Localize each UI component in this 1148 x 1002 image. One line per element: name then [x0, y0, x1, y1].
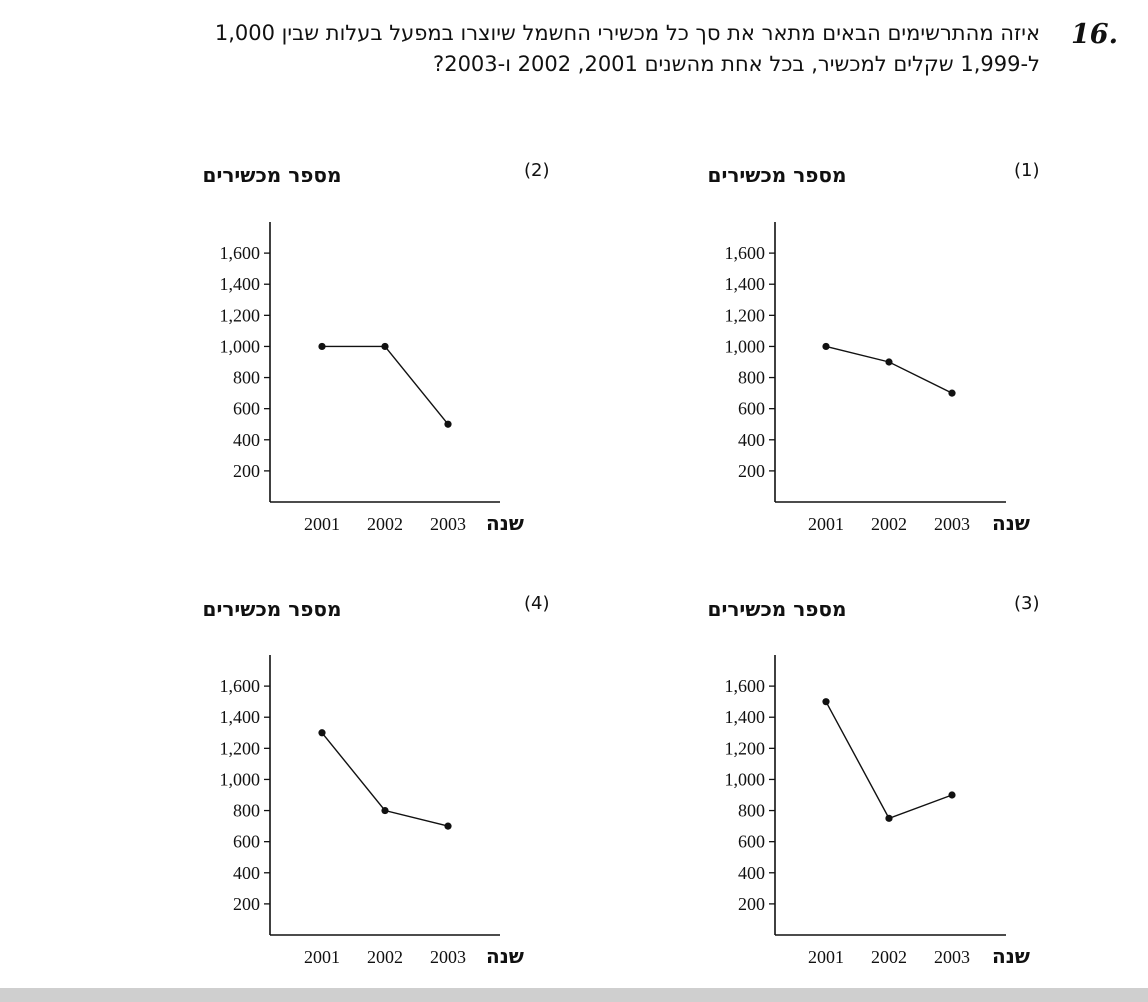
x-tick-label: 2003	[430, 947, 466, 967]
data-point	[948, 389, 956, 397]
y-tick-label: 1,600	[725, 676, 766, 696]
y-tick-label: 400	[738, 430, 765, 450]
panel-1-y-title: מספר מכשירים	[707, 163, 847, 187]
x-tick-label: 2001	[808, 514, 844, 534]
y-tick-label: 400	[233, 430, 260, 450]
data-point	[318, 342, 326, 351]
y-tick-label: 800	[233, 801, 260, 821]
y-tick-label: 400	[233, 863, 260, 883]
panel-4-label: (4)	[524, 593, 550, 614]
panel-3-label: (3)	[1014, 593, 1040, 614]
x-tick-label: 2003	[934, 947, 970, 967]
y-tick-label: 1,400	[220, 274, 261, 294]
y-tick-label: 200	[738, 461, 765, 481]
y-tick-label: 1,000	[725, 769, 766, 789]
data-point	[318, 729, 326, 737]
y-tick-label: 1,000	[220, 769, 261, 789]
y-tick-label: 1,200	[725, 305, 766, 325]
data-point	[948, 791, 956, 799]
panel-1-label: (1)	[1014, 160, 1040, 181]
y-tick-label: 1,400	[220, 707, 261, 727]
y-tick-label: 1,600	[220, 243, 261, 263]
data-point	[444, 420, 452, 428]
x-tick-label: 2001	[808, 947, 844, 967]
y-tick-label: 600	[738, 832, 765, 852]
y-tick-label: 1,200	[220, 738, 261, 758]
y-tick-label: 1,600	[220, 676, 261, 696]
x-tick-label: 2002	[871, 947, 907, 967]
data-point	[381, 806, 389, 815]
data-point	[822, 342, 830, 351]
panel-4-y-title: מספר מכשירים	[202, 597, 342, 621]
panel-3-y-title: מספר מכשירים	[707, 597, 847, 621]
x-tick-label: 2002	[367, 947, 403, 967]
panel-2-x-title: שנה	[486, 511, 524, 535]
y-tick-label: 400	[738, 863, 765, 883]
x-tick-label: 2001	[304, 947, 340, 967]
panel-2-label: (2)	[524, 160, 550, 181]
x-tick-label: 2002	[367, 514, 403, 534]
data-point	[885, 358, 893, 366]
question-number: 16.	[1071, 19, 1118, 50]
y-tick-label: 800	[738, 368, 765, 388]
y-tick-label: 200	[233, 461, 260, 481]
y-tick-label: 1,600	[725, 243, 766, 263]
data-point	[822, 698, 830, 706]
y-tick-label: 1,200	[725, 738, 766, 758]
y-tick-label: 200	[738, 894, 765, 914]
y-tick-label: 1,000	[725, 336, 766, 356]
y-tick-label: 600	[233, 832, 260, 852]
y-tick-label: 800	[233, 368, 260, 388]
y-tick-label: 600	[233, 399, 260, 419]
x-tick-label: 2001	[304, 514, 340, 534]
x-tick-label: 2003	[430, 514, 466, 534]
data-point	[444, 822, 452, 830]
y-tick-label: 1,000	[220, 336, 261, 356]
panel-4-x-title: שנה	[486, 944, 524, 968]
x-tick-label: 2003	[934, 514, 970, 534]
x-tick-label: 2002	[871, 514, 907, 534]
data-point	[381, 342, 389, 351]
question-text: איזה מהתרשימים הבאים מתאר את סך כל מכשיר…	[214, 21, 1040, 76]
panel-3-x-title: שנה	[992, 944, 1030, 968]
y-tick-label: 1,400	[725, 274, 766, 294]
y-tick-label: 200	[233, 894, 260, 914]
panel-1-x-title: שנה	[992, 511, 1030, 535]
y-tick-label: 1,400	[725, 707, 766, 727]
bottom-bar	[0, 988, 1148, 1002]
y-tick-label: 800	[738, 801, 765, 821]
y-tick-label: 600	[738, 399, 765, 419]
y-tick-label: 1,200	[220, 305, 261, 325]
panel-2-y-title: מספר מכשירים	[202, 163, 342, 187]
data-point	[885, 814, 893, 822]
